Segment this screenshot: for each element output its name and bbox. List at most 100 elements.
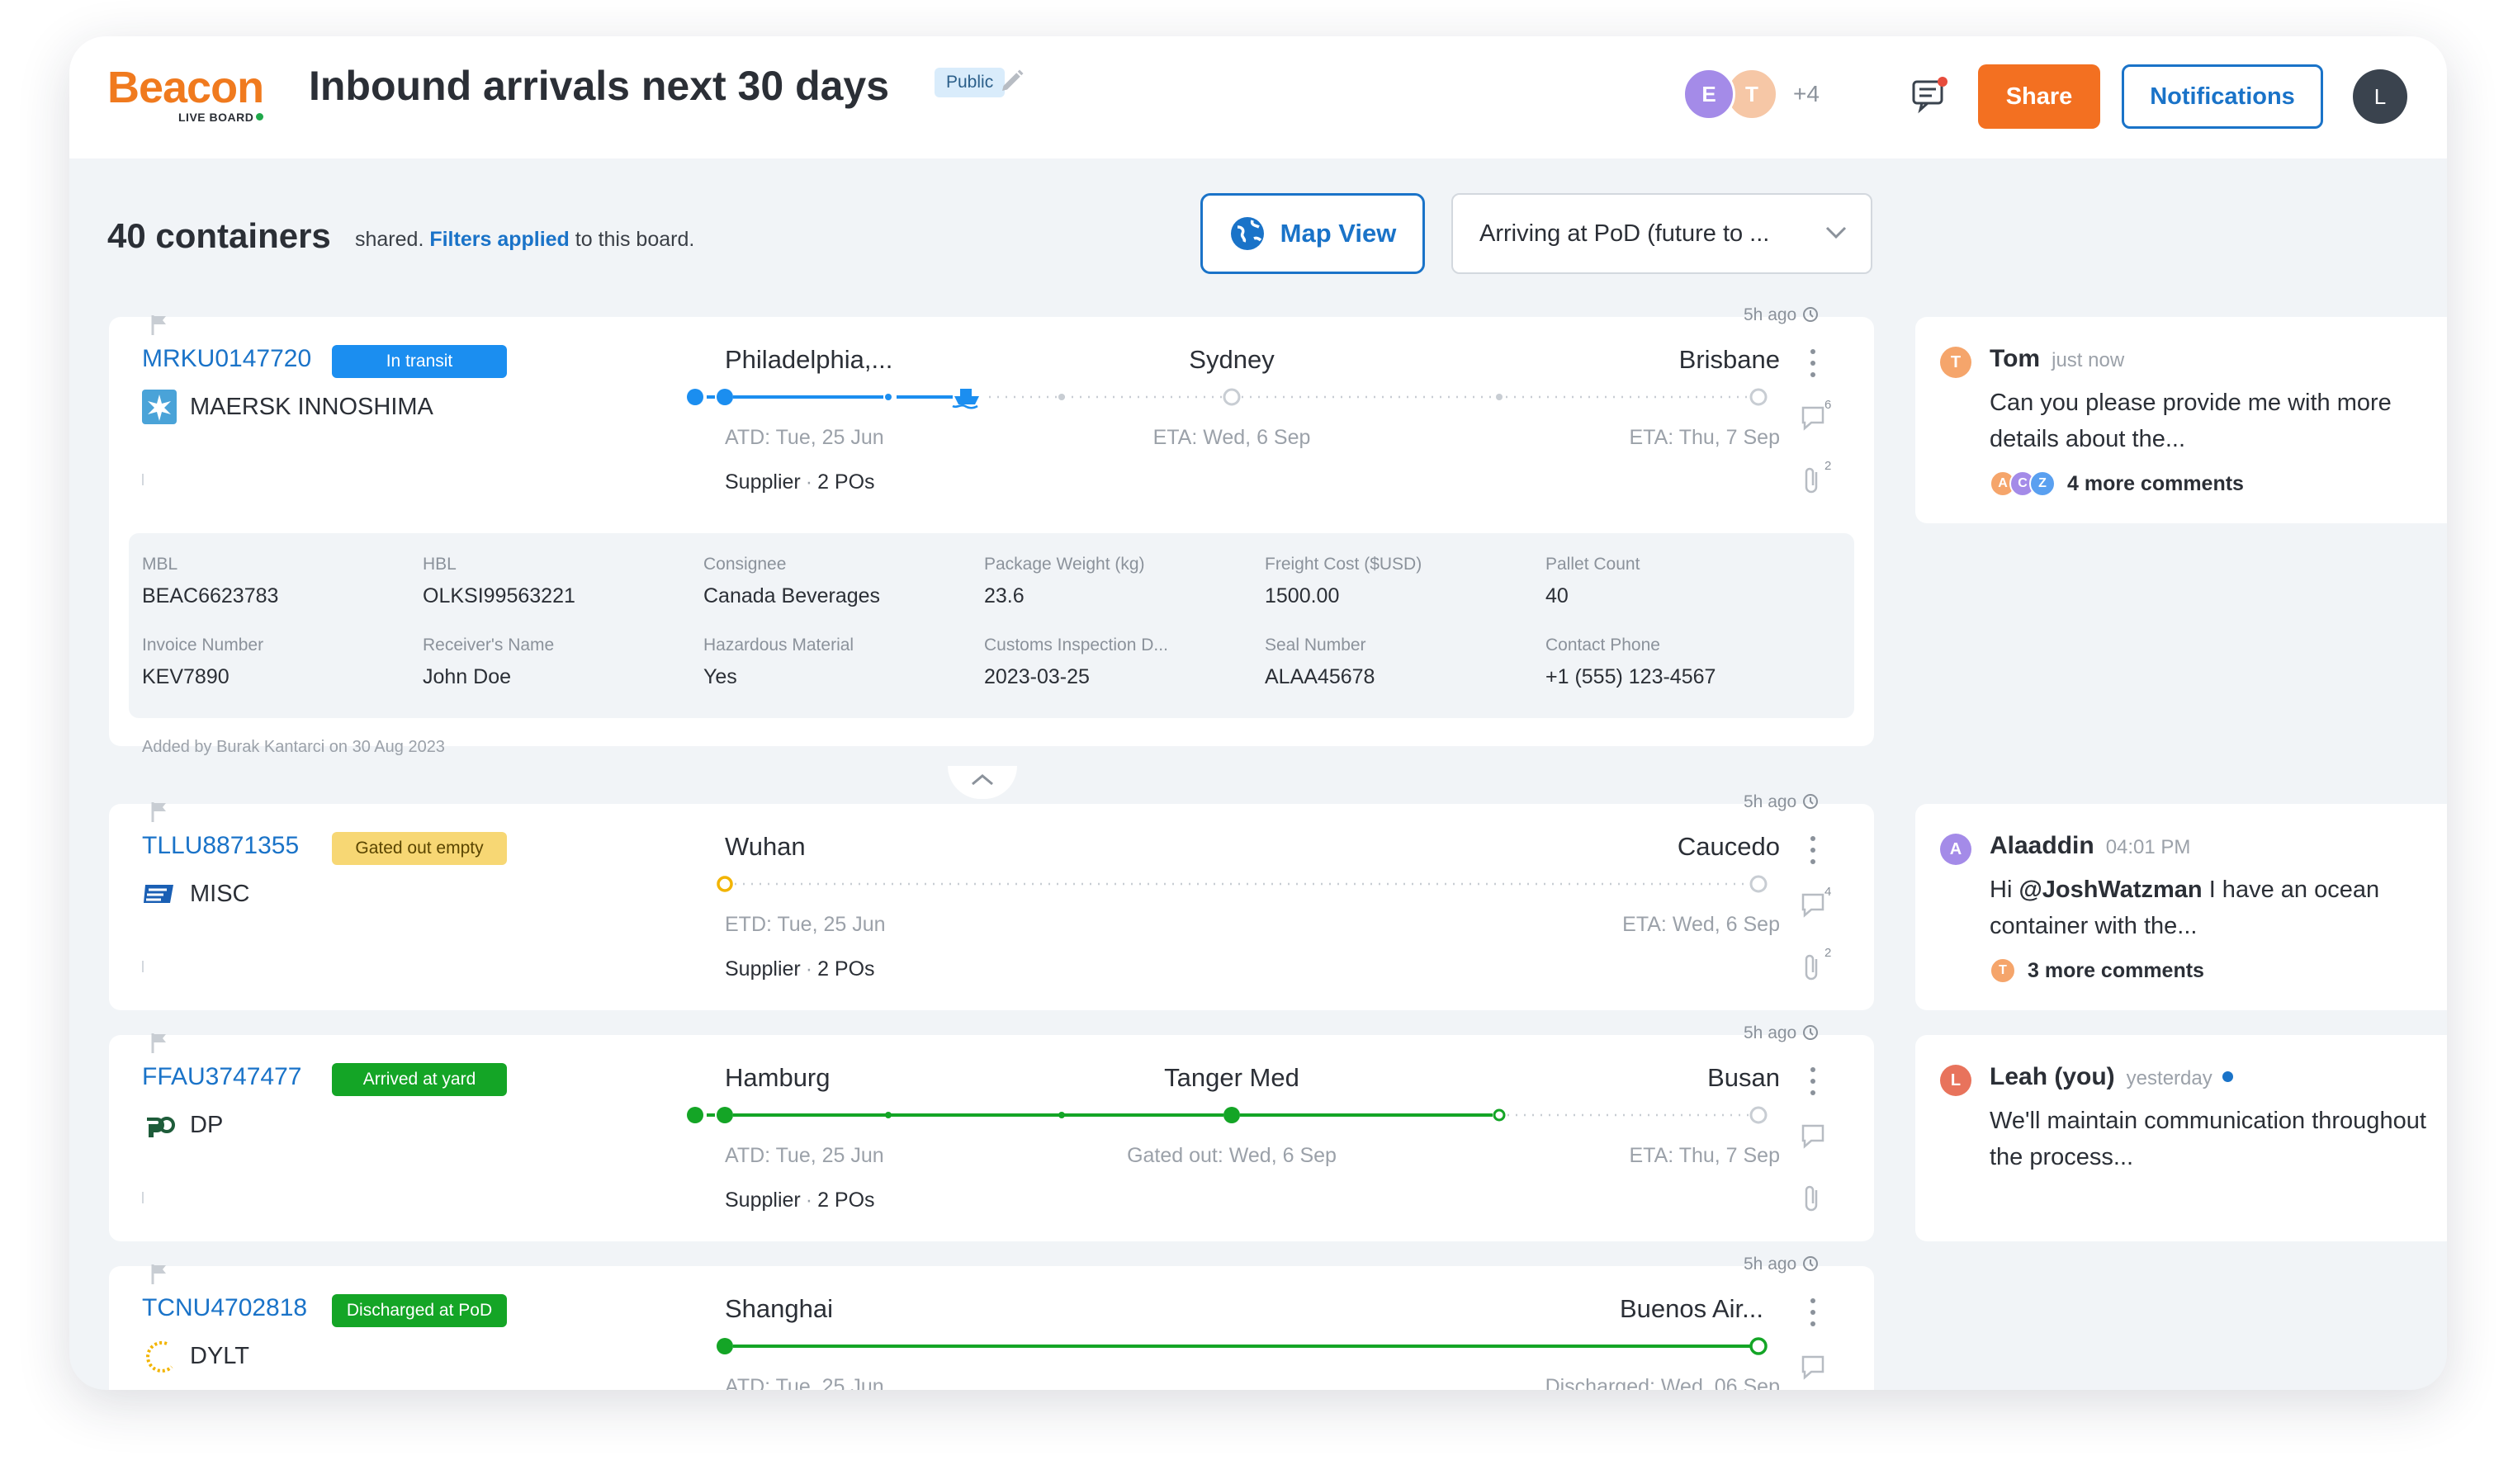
carrier: DYLT xyxy=(142,1339,249,1373)
added-by: Added by Burak Kantarci on 30 Aug 2023 xyxy=(142,738,445,756)
comment-avatar: T xyxy=(1940,347,1971,378)
logo-subtitle: LIVE BOARD xyxy=(178,111,264,124)
detail-field: MBL BEAC6623783 xyxy=(142,555,278,608)
logo-word: Beacon xyxy=(107,63,264,112)
container-card[interactable]: 5h ago TLLU8871355 Gated out empty MISC … xyxy=(109,792,1874,1010)
pencil-icon[interactable] xyxy=(997,66,1027,96)
arrival-filter-value: Arriving at PoD (future to ... xyxy=(1479,220,1770,247)
comment-text: Hi @JoshWatzman I have an ocean containe… xyxy=(1990,872,2447,944)
flag-icon[interactable] xyxy=(150,1032,168,1053)
destination-date: ETA: Thu, 7 Sep xyxy=(1629,426,1780,449)
maersk-star-icon xyxy=(142,390,177,424)
more-options-icon[interactable] xyxy=(1808,1296,1818,1329)
comment-time: just now xyxy=(2052,349,2125,371)
map-view-button[interactable]: Map View xyxy=(1200,193,1425,274)
detail-label: Freight Cost ($USD) xyxy=(1265,555,1422,574)
container-card[interactable]: 5h ago FFAU3747477 Arrived at yard DP Ha… xyxy=(109,1023,1874,1241)
container-id-link[interactable]: TCNU4702818 xyxy=(142,1294,308,1321)
destination-port: Buenos Air... xyxy=(1619,1294,1763,1323)
mention[interactable]: @JoshWatzman xyxy=(2018,877,2203,903)
comment-preview[interactable]: L Leah (you) yesterday We'll maintain com… xyxy=(1915,1035,2447,1241)
history-icon xyxy=(1803,307,1819,322)
more-comments-link[interactable]: T 3 more comments xyxy=(1990,957,2204,984)
comment-text: Can you please provide me with more deta… xyxy=(1990,390,2392,452)
detail-field: HBL OLKSI99563221 xyxy=(423,555,575,608)
divider xyxy=(142,961,144,972)
beacon-logo[interactable]: Beacon LIVE BOARD xyxy=(107,63,264,124)
comment-text-body: I have an ocean container with the... xyxy=(1990,877,2380,939)
last-updated: 5h ago xyxy=(1744,305,1820,325)
mini-avatar: T xyxy=(1990,957,2016,984)
supplier-label: Supplier xyxy=(725,1189,801,1212)
container-id-link[interactable]: TLLU8871355 xyxy=(142,832,300,859)
comment-count: 6 xyxy=(1824,398,1832,412)
status-badge: Arrived at yard xyxy=(332,1063,507,1096)
destination-date: ETA: Thu, 7 Sep xyxy=(1629,1144,1780,1167)
last-updated: 5h ago xyxy=(1744,1255,1820,1274)
map-view-label: Map View xyxy=(1280,219,1397,248)
comment-icon xyxy=(1801,406,1824,431)
comments-button[interactable] xyxy=(1800,1354,1829,1383)
attachment-count: 2 xyxy=(1824,946,1832,960)
last-updated-text: 5h ago xyxy=(1744,1023,1797,1042)
transship-port: Sydney xyxy=(1189,345,1275,374)
more-options-icon[interactable] xyxy=(1808,1065,1818,1098)
flag-icon[interactable] xyxy=(150,314,168,335)
container-id-link[interactable]: FFAU3747477 xyxy=(142,1063,302,1090)
collapse-button[interactable] xyxy=(948,766,1017,799)
container-card[interactable]: 5h ago TCNU4702818 Discharged at PoD DYL… xyxy=(109,1255,1874,1390)
chat-icon[interactable] xyxy=(1909,74,1950,116)
transship-port: Tanger Med xyxy=(1164,1063,1299,1092)
more-viewers-count: +4 xyxy=(1793,81,1820,106)
supplier-info[interactable]: Supplier · 2 POs xyxy=(725,470,875,494)
filters-applied-link[interactable]: Filters applied xyxy=(429,228,570,251)
attachments-button[interactable]: 2 xyxy=(1800,459,1831,495)
mini-avatar: Z xyxy=(2029,470,2056,497)
detail-field: Freight Cost ($USD) 1500.00 xyxy=(1265,555,1422,608)
attachment-count: 2 xyxy=(1824,459,1832,473)
comments-button[interactable]: 4 xyxy=(1800,885,1831,921)
po-count: 2 POs xyxy=(817,1189,875,1212)
comment-time: 04:01 PM xyxy=(2105,836,2191,858)
origin-date: ATD: Tue, 25 Jun xyxy=(725,426,884,449)
carrier-name: MISC xyxy=(190,880,250,907)
more-options-icon[interactable] xyxy=(1808,347,1818,380)
unread-dot-icon xyxy=(2222,1071,2233,1082)
flag-icon[interactable] xyxy=(150,801,168,822)
detail-value: ALAA45678 xyxy=(1265,665,1375,688)
attachments-button[interactable] xyxy=(1800,1184,1829,1213)
container-id-link[interactable]: MRKU0147720 xyxy=(142,345,312,372)
detail-label: Hazardous Material xyxy=(703,636,854,655)
detail-field: Package Weight (kg) 23.6 xyxy=(984,555,1145,608)
route-progress xyxy=(717,875,1768,893)
chevron-up-icon xyxy=(972,774,993,786)
visibility-badge[interactable]: Public xyxy=(935,68,1006,97)
attachments-button[interactable]: 2 xyxy=(1800,946,1831,982)
more-comments-link[interactable]: A C Z 4 more comments xyxy=(1990,470,2244,497)
arrival-filter-dropdown[interactable]: Arriving at PoD (future to ... xyxy=(1451,193,1872,274)
destination-port: Busan xyxy=(1707,1063,1780,1092)
comments-button[interactable] xyxy=(1800,1122,1829,1152)
comment-text: We'll maintain communication throughout … xyxy=(1990,1108,2426,1170)
container-card[interactable]: 5h ago MRKU0147720 In transit MAERSK INN… xyxy=(109,305,1874,799)
container-count: 40 containers xyxy=(107,216,331,255)
share-button[interactable]: Share xyxy=(1978,64,2100,129)
filter-summary: shared. Filters applied to this board. xyxy=(355,228,694,252)
supplier-info[interactable]: Supplier · 2 POs xyxy=(725,957,875,981)
paperclip-icon xyxy=(1805,467,1818,494)
origin-date: ATD: Tue, 25 Jun xyxy=(725,1144,884,1167)
comment-icon xyxy=(1801,1355,1824,1380)
detail-field: Consignee Canada Beverages xyxy=(703,555,880,608)
divider xyxy=(142,1192,144,1203)
notifications-button[interactable]: Notifications xyxy=(2122,64,2323,129)
status-badge: In transit xyxy=(332,345,507,378)
detail-value: BEAC6623783 xyxy=(142,584,279,607)
user-avatar[interactable]: L xyxy=(2353,69,2407,124)
flag-icon[interactable] xyxy=(150,1263,168,1284)
comments-button[interactable]: 6 xyxy=(1800,398,1831,434)
comment-preview[interactable]: A Alaaddin 04:01 PM Hi @JoshWatzman I hav… xyxy=(1915,804,2447,1010)
comment-preview[interactable]: T Tom just now Can you please provide me … xyxy=(1915,317,2447,523)
supplier-info[interactable]: Supplier · 2 POs xyxy=(725,1189,875,1212)
more-options-icon[interactable] xyxy=(1808,834,1818,867)
detail-field: Customs Inspection D... 2023-03-25 xyxy=(984,636,1168,689)
